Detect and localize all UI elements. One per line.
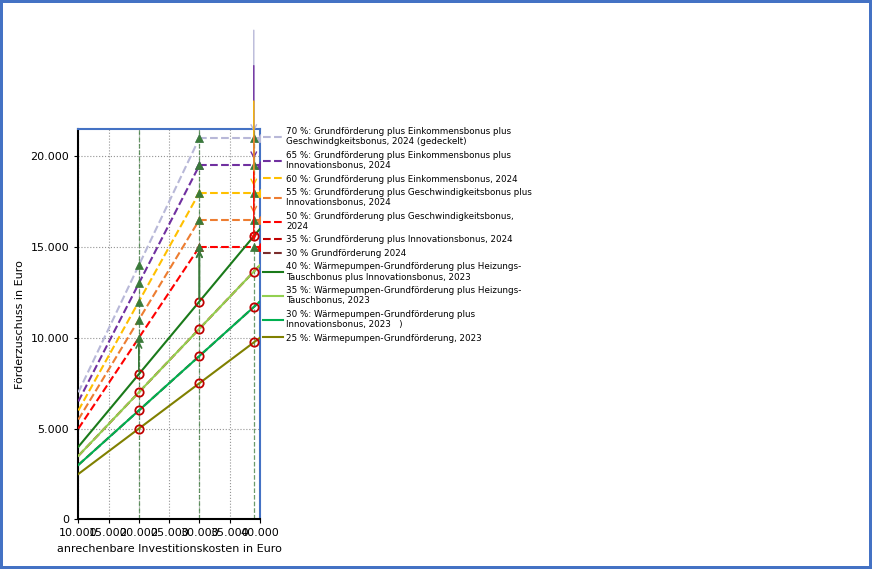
- 60 %: Grundförderung plus Einkommensbonus, 2024: (3e+04, 1.8e+04): Grundförderung plus Einkommensbonus, 202…: [194, 189, 205, 196]
- Line: 60 %: Grundförderung plus Einkommensbonus, 2024: 60 %: Grundförderung plus Einkommensbonu…: [78, 193, 200, 410]
- 55 %: Grundförderung plus Geschwindigkeitsbonus plus
Innovationsbonus, 2024: (3e+04, 1.65e+04): Grundförderung plus Geschwindigkeitsbonu…: [194, 216, 205, 223]
- X-axis label: anrechenbare Investitionskosten in Euro: anrechenbare Investitionskosten in Euro: [57, 544, 282, 554]
- 65 %: Grundförderung plus Einkommensbonus plus
Innovationsbonus, 2024: (1e+04, 6.5e+03): Grundförderung plus Einkommensbonus plus…: [73, 398, 84, 405]
- Y-axis label: Förderzuschuss in Euro: Förderzuschuss in Euro: [15, 260, 25, 389]
- Line: 70 %: Grundförderung plus Einkommensbonus plus
Geschwindgkeitsbonus, 2024 (gedeckelt): 70 %: Grundförderung plus Einkommensbonu…: [78, 138, 200, 393]
- 65 %: Grundförderung plus Einkommensbonus plus
Innovationsbonus, 2024: (3e+04, 1.95e+04): Grundförderung plus Einkommensbonus plus…: [194, 162, 205, 169]
- Line: 65 %: Grundförderung plus Einkommensbonus plus
Innovationsbonus, 2024: 65 %: Grundförderung plus Einkommensbonu…: [78, 166, 200, 401]
- Legend: 70 %: Grundförderung plus Einkommensbonus plus
Geschwindgkeitsbonus, 2024 (gedec: 70 %: Grundförderung plus Einkommensbonu…: [262, 125, 534, 344]
- 70 %: Grundförderung plus Einkommensbonus plus
Geschwindgkeitsbonus, 2024 (gedeckelt): (3e+04, 2.1e+04): Grundförderung plus Einkommensbonus plus…: [194, 135, 205, 142]
- 50 %: Grundförderung plus Geschwindigkeitsbonus,
2024: (1e+04, 5e+03): Grundförderung plus Geschwindigkeitsbonu…: [73, 425, 84, 432]
- 55 %: Grundförderung plus Geschwindigkeitsbonus plus
Innovationsbonus, 2024: (1e+04, 5.5e+03): Grundförderung plus Geschwindigkeitsbonu…: [73, 416, 84, 423]
- 60 %: Grundförderung plus Einkommensbonus, 2024: (1e+04, 6e+03): Grundförderung plus Einkommensbonus, 202…: [73, 407, 84, 414]
- Line: 50 %: Grundförderung plus Geschwindigkeitsbonus,
2024: 50 %: Grundförderung plus Geschwindigkei…: [78, 247, 200, 428]
- 70 %: Grundförderung plus Einkommensbonus plus
Geschwindgkeitsbonus, 2024 (gedeckelt): (1e+04, 7e+03): Grundförderung plus Einkommensbonus plus…: [73, 389, 84, 396]
- 50 %: Grundförderung plus Geschwindigkeitsbonus,
2024: (3e+04, 1.5e+04): Grundförderung plus Geschwindigkeitsbonu…: [194, 244, 205, 250]
- Line: 55 %: Grundförderung plus Geschwindigkeitsbonus plus
Innovationsbonus, 2024: 55 %: Grundförderung plus Geschwindigkei…: [78, 220, 200, 419]
